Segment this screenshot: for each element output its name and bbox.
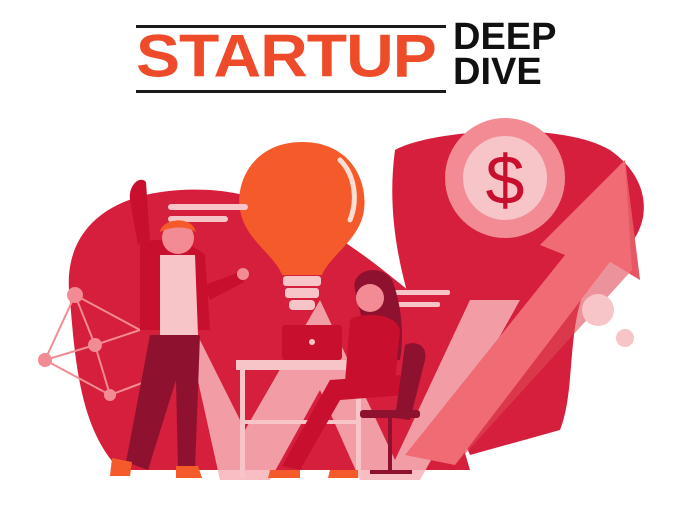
- logo-word-deep: DEEP: [453, 16, 557, 58]
- logo-top-rule: [136, 25, 446, 28]
- logo-word-deep-dive: DEEP DIVE: [453, 16, 557, 93]
- network-node: [88, 338, 102, 352]
- dollar-symbol: $: [486, 141, 525, 219]
- standing-man-figure: [110, 179, 249, 478]
- dollar-coin-icon: $: [445, 118, 565, 238]
- decor-line: [380, 290, 450, 295]
- chair: [360, 343, 426, 474]
- growth-arrow-icon: [405, 160, 640, 465]
- desk: [236, 360, 366, 478]
- logo-word-startup: STARTUP: [136, 21, 437, 90]
- decor-line: [168, 204, 248, 210]
- decor-line: [395, 302, 440, 307]
- logo-bottom-rule: [136, 90, 446, 93]
- network-node: [67, 287, 83, 303]
- network-node: [38, 353, 52, 367]
- startup-illustration: $: [38, 118, 644, 480]
- brand-logo: STARTUP DEEP DIVE: [0, 0, 685, 110]
- laptop-icon: [282, 325, 342, 360]
- decor-line: [168, 216, 228, 222]
- network-icon: [44, 294, 151, 396]
- sitting-woman-figure: [268, 269, 405, 478]
- lightbulb-icon: [239, 142, 365, 310]
- network-node: [104, 389, 116, 401]
- logo-word-dive: DIVE: [453, 51, 542, 93]
- decor-dot: [582, 294, 614, 326]
- decor-dot-small: [616, 329, 634, 347]
